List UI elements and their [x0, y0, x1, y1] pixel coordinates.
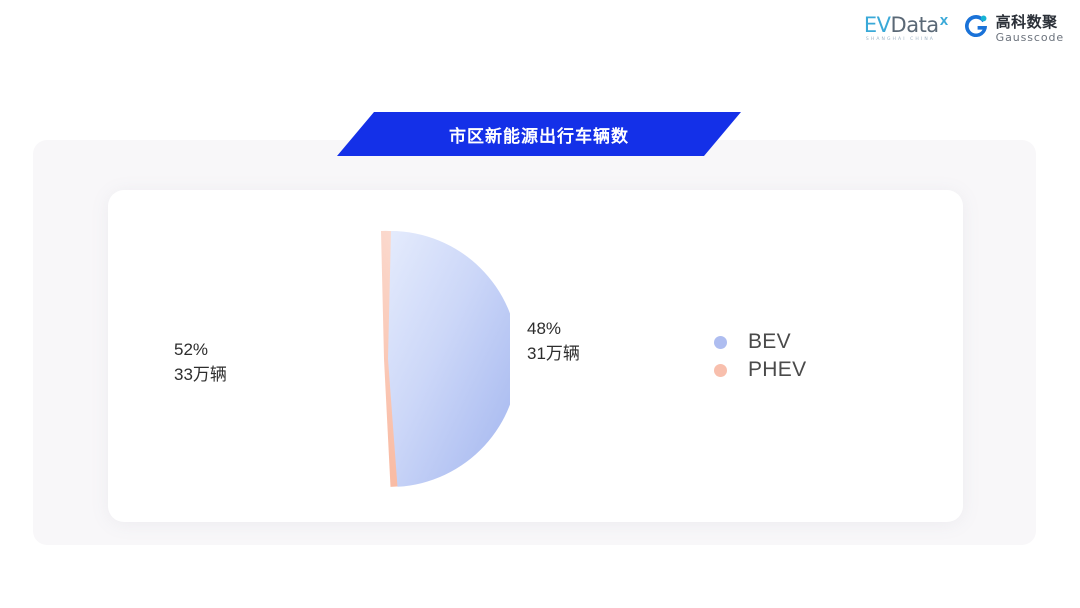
gausscode-name-en: Gausscode: [995, 30, 1064, 44]
slice-label-phev-amount: 33万辆: [174, 364, 227, 384]
gausscode-name-cn: 高科数聚: [995, 12, 1058, 31]
evdata-logo: EV Data X SHANGHAI CHINA: [863, 12, 948, 43]
legend-item-bev[interactable]: BEV: [714, 328, 806, 356]
legend-label-phev: PHEV: [748, 358, 807, 381]
gausscode-logo: 高科数聚 Gausscode: [962, 12, 1064, 45]
slice-label-bev-percent: 48%: [527, 319, 562, 338]
chart-legend: BEV PHEV: [714, 328, 806, 384]
gausscode-text: 高科数聚 Gausscode: [995, 12, 1064, 44]
slice-label-phev: 52% 33万辆: [174, 338, 227, 387]
legend-dot-bev: [714, 335, 727, 349]
pie-slice-bev[interactable]: [388, 231, 510, 487]
section-banner: 市区新能源出行车辆数: [337, 112, 741, 156]
evdata-wordmark: EV Data X: [863, 12, 948, 37]
chart-card: [108, 190, 963, 522]
slice-label-bev-amount: 31万辆: [527, 343, 580, 363]
g-mark-icon: [962, 12, 990, 45]
evdata-superscript: X: [939, 14, 948, 28]
brand-header: EV Data X SHANGHAI CHINA 高科数聚 Gausscode: [864, 12, 1064, 45]
pie-chart: [262, 228, 510, 490]
legend-item-phev[interactable]: PHEV: [714, 356, 806, 384]
legend-dot-phev: [714, 363, 727, 377]
page-title: 市区新能源出行车辆数: [449, 126, 629, 147]
slice-label-phev-percent: 52%: [174, 340, 209, 359]
evdata-subtitle: SHANGHAI CHINA: [865, 36, 935, 42]
slice-label-bev: 48% 31万辆: [527, 317, 580, 366]
evdata-prefix: EV: [863, 12, 891, 37]
legend-label-bev: BEV: [748, 330, 791, 353]
evdata-suffix: Data: [890, 12, 940, 37]
